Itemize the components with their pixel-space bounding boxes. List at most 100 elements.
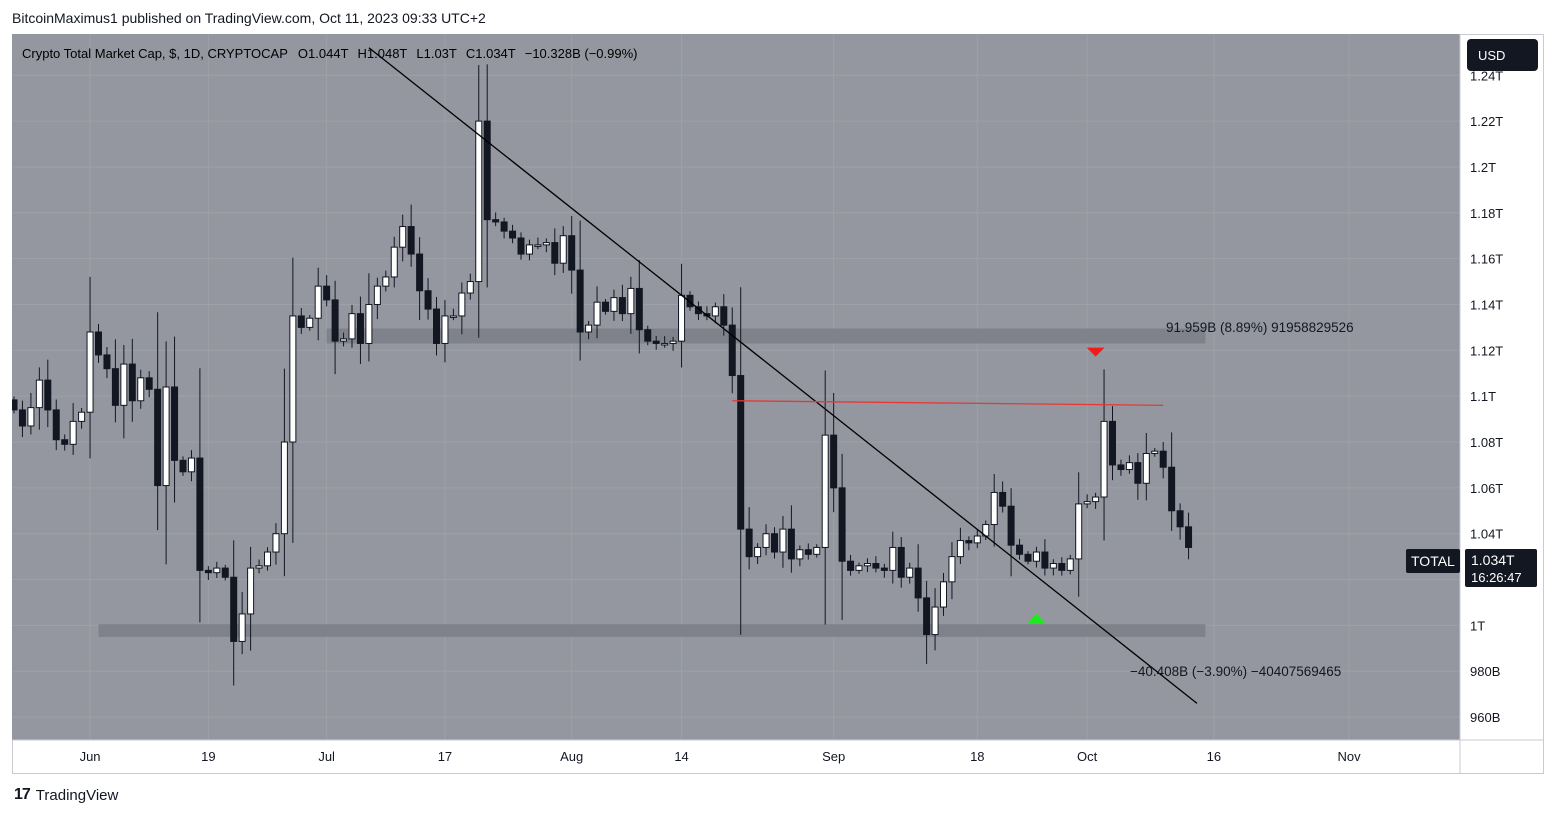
candle-down — [1117, 459, 1125, 476]
candle-up — [348, 304, 356, 348]
candle-up — [661, 336, 669, 348]
drawings-layer — [368, 47, 1198, 704]
candle-body — [483, 120, 491, 221]
legend-high-label: H — [358, 46, 367, 61]
plot-area[interactable] — [12, 34, 1460, 740]
candle-body — [441, 315, 449, 344]
chart-grid — [12, 34, 1460, 740]
candle-body — [1016, 544, 1024, 555]
candle-body — [940, 581, 947, 608]
candle-down — [44, 359, 52, 428]
candle-up — [948, 542, 956, 600]
candle-up — [956, 527, 964, 565]
price-chart[interactable]: 91.959B (8.89%) 91958829526 −40.408B (−3… — [12, 34, 1544, 774]
candle-up — [779, 515, 787, 568]
candle-up — [247, 546, 255, 651]
candle-body — [145, 377, 153, 390]
candle-body — [618, 297, 626, 315]
candle-down — [1041, 539, 1049, 576]
candle-body — [720, 306, 728, 326]
candle-up — [610, 289, 618, 321]
currency-button-label[interactable]: USD — [1478, 48, 1505, 63]
candle-down — [1007, 488, 1015, 577]
candle-up — [863, 558, 871, 573]
candle-body — [373, 285, 381, 305]
currency-button[interactable]: USD — [1467, 39, 1538, 71]
candle-body — [914, 567, 922, 599]
candle-body — [306, 317, 314, 328]
candle-down — [356, 296, 364, 364]
x-tick-label: 18 — [970, 749, 984, 764]
candle-body — [475, 120, 483, 283]
candle-up — [1100, 369, 1108, 541]
candle-body — [525, 244, 533, 255]
candle-down — [745, 507, 753, 570]
tradingview-logo[interactable]: 17 TradingView — [14, 786, 118, 804]
candle-up — [940, 573, 947, 616]
candle-body — [559, 235, 567, 264]
candle-body — [255, 565, 263, 569]
candle-body — [86, 331, 94, 413]
candle-down — [323, 275, 331, 307]
candle-body — [999, 491, 1007, 507]
candle-body — [289, 315, 297, 443]
tradingview-brand: TradingView — [35, 786, 119, 804]
candle-up — [990, 473, 998, 547]
candle-down — [838, 453, 846, 620]
candle-down — [424, 278, 432, 320]
candle-down — [999, 481, 1007, 513]
candle-body — [103, 354, 111, 370]
candle-up — [382, 270, 390, 292]
candle-down — [914, 544, 922, 612]
y-tick-label: 1.06T — [1470, 481, 1503, 496]
candle-body — [1185, 526, 1193, 548]
candle-down — [923, 580, 931, 664]
candle-body — [264, 551, 271, 567]
candle-up — [280, 368, 288, 577]
candle-body — [517, 237, 525, 255]
candle-body — [1075, 503, 1083, 560]
candle-down — [1159, 441, 1167, 479]
candle-body — [956, 540, 964, 558]
candle-body — [1134, 462, 1142, 484]
candle-down — [12, 396, 18, 414]
candle-up — [137, 369, 145, 409]
candle-down — [804, 543, 812, 560]
y-tick-label: 960B — [1470, 710, 1500, 725]
candle-body — [247, 567, 255, 615]
candle-up — [542, 238, 550, 253]
candle-up — [365, 273, 373, 362]
price-axis: 1.24T 1.22T 1.2T 1.18T 1.16T 1.14T 1.12T 1.1T 1.… — [1470, 68, 1503, 725]
candle-up — [669, 336, 677, 351]
y-tick-label: 1.04T — [1470, 527, 1503, 542]
legend-high-value: 1.048T — [367, 46, 408, 61]
candle-body — [509, 230, 517, 239]
x-tick-label: Aug — [560, 749, 583, 764]
candle-up — [86, 276, 94, 459]
legend-open-value: 1.044T — [308, 46, 349, 61]
candle-body — [551, 242, 559, 264]
candle-down — [145, 371, 153, 398]
candle-down — [509, 224, 517, 244]
legend-ohlc: Crypto Total Market Cap, $, 1D, CRYPTOCA… — [22, 46, 637, 61]
x-tick-label: Jun — [80, 749, 101, 764]
candle-up — [1092, 492, 1100, 509]
candle-down — [1109, 406, 1116, 481]
candle-up — [931, 588, 939, 651]
candle-body — [576, 269, 584, 333]
candle-body — [889, 546, 897, 571]
candle-body — [356, 313, 364, 344]
candle-down — [1168, 432, 1176, 531]
y-tick-label: 1.22T — [1470, 114, 1503, 129]
y-tick-label: 1.24T — [1470, 68, 1503, 83]
candle-down — [897, 537, 905, 588]
candle-down — [830, 392, 838, 513]
candle-body — [610, 297, 618, 312]
candle-body — [1109, 420, 1116, 466]
candle-body — [1041, 551, 1049, 569]
candle-body — [804, 549, 812, 555]
candle-body — [644, 329, 652, 342]
x-tick-label: 16 — [1207, 749, 1221, 764]
candle-body — [154, 388, 162, 487]
candle-up — [585, 320, 593, 340]
